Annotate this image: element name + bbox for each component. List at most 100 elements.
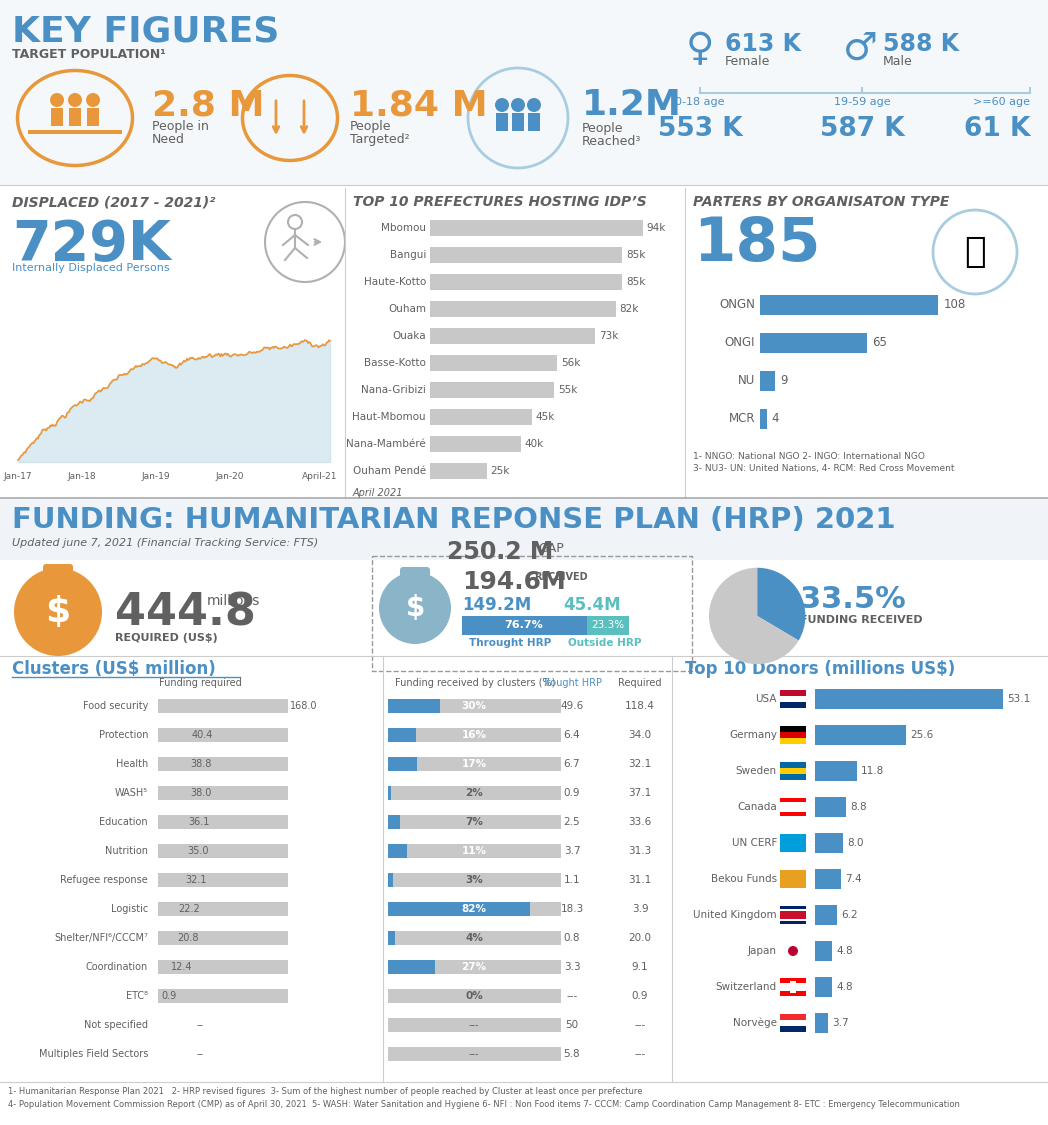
Circle shape <box>379 572 451 644</box>
FancyBboxPatch shape <box>69 108 81 126</box>
Text: Nana-Mambéré: Nana-Mambéré <box>346 439 425 449</box>
Text: 4- Population Movement Commission Report (CMP) as of April 30, 2021  5- WASH: Wa: 4- Population Movement Commission Report… <box>8 1100 960 1109</box>
Text: 7.4: 7.4 <box>846 874 861 884</box>
Text: 65: 65 <box>872 336 888 350</box>
Text: TARGET POPULATION¹: TARGET POPULATION¹ <box>12 48 166 61</box>
Text: 0%: 0% <box>465 991 483 1001</box>
Text: 82k: 82k <box>619 304 639 314</box>
FancyBboxPatch shape <box>780 906 806 924</box>
FancyBboxPatch shape <box>388 814 400 829</box>
Text: 108: 108 <box>943 298 965 312</box>
FancyBboxPatch shape <box>780 1020 806 1026</box>
Text: 1.2M: 1.2M <box>582 88 682 122</box>
Text: 32.1: 32.1 <box>629 759 652 770</box>
Text: Education: Education <box>100 817 148 827</box>
Text: Targeted²: Targeted² <box>350 133 410 146</box>
Text: Ouham Pendé: Ouham Pendé <box>353 466 425 476</box>
Text: Jan-18: Jan-18 <box>68 472 96 482</box>
FancyBboxPatch shape <box>158 873 182 886</box>
FancyBboxPatch shape <box>158 728 288 742</box>
FancyBboxPatch shape <box>780 798 806 816</box>
FancyBboxPatch shape <box>388 902 530 916</box>
Circle shape <box>68 93 82 107</box>
Text: 2%: 2% <box>465 788 483 798</box>
Text: 11%: 11% <box>461 846 486 856</box>
FancyBboxPatch shape <box>780 911 806 919</box>
FancyBboxPatch shape <box>388 728 561 742</box>
Text: 6.2: 6.2 <box>840 910 857 920</box>
Text: Haute-Kotto: Haute-Kotto <box>364 277 425 287</box>
Text: 3.3: 3.3 <box>564 962 581 972</box>
Text: Trought HRP: Trought HRP <box>542 678 602 688</box>
FancyBboxPatch shape <box>158 902 288 916</box>
Text: 2.5: 2.5 <box>564 817 581 827</box>
Text: UN CERF: UN CERF <box>732 838 777 848</box>
FancyBboxPatch shape <box>158 932 288 945</box>
Text: REQUIRED (US$): REQUIRED (US$) <box>115 633 218 643</box>
FancyBboxPatch shape <box>158 989 288 1004</box>
FancyBboxPatch shape <box>430 382 554 398</box>
Text: Ouaka: Ouaka <box>392 331 425 341</box>
Text: 25k: 25k <box>490 466 510 476</box>
Text: Jan-17: Jan-17 <box>4 472 32 482</box>
FancyBboxPatch shape <box>760 295 938 315</box>
FancyBboxPatch shape <box>780 1014 806 1032</box>
Circle shape <box>50 93 64 107</box>
FancyBboxPatch shape <box>780 802 806 812</box>
FancyBboxPatch shape <box>815 940 832 961</box>
FancyBboxPatch shape <box>430 356 556 371</box>
Text: ---: --- <box>634 1048 646 1059</box>
FancyBboxPatch shape <box>780 909 806 921</box>
FancyBboxPatch shape <box>815 832 844 853</box>
FancyBboxPatch shape <box>815 688 1003 709</box>
FancyBboxPatch shape <box>388 960 561 974</box>
FancyBboxPatch shape <box>388 728 416 742</box>
Text: Basse-Kotto: Basse-Kotto <box>364 358 425 368</box>
FancyBboxPatch shape <box>815 760 857 781</box>
FancyBboxPatch shape <box>780 1026 806 1032</box>
FancyBboxPatch shape <box>388 1018 561 1032</box>
FancyBboxPatch shape <box>780 690 806 708</box>
Text: 53.1: 53.1 <box>1007 694 1030 704</box>
Text: 19-59 age: 19-59 age <box>834 97 891 107</box>
Text: 94k: 94k <box>647 223 667 233</box>
Text: 31.3: 31.3 <box>629 846 652 856</box>
Text: Not specified: Not specified <box>84 1020 148 1030</box>
FancyBboxPatch shape <box>388 960 435 974</box>
Text: Canada: Canada <box>737 802 777 812</box>
Text: April-21: April-21 <box>302 472 337 482</box>
Text: Mbomou: Mbomou <box>381 223 425 233</box>
Text: Japan: Japan <box>748 946 777 956</box>
Text: 45k: 45k <box>536 412 555 422</box>
FancyBboxPatch shape <box>51 108 63 126</box>
Text: People in: People in <box>152 120 209 133</box>
FancyBboxPatch shape <box>430 248 623 263</box>
Text: --: -- <box>197 1048 203 1059</box>
FancyBboxPatch shape <box>87 108 99 126</box>
Text: 49.6: 49.6 <box>561 701 584 711</box>
Text: Logistic: Logistic <box>111 904 148 914</box>
Text: 2.8 M: 2.8 M <box>152 88 264 122</box>
FancyBboxPatch shape <box>388 873 393 886</box>
FancyBboxPatch shape <box>780 696 806 702</box>
Text: 33.6: 33.6 <box>629 817 652 827</box>
FancyBboxPatch shape <box>0 0 1048 184</box>
Text: 118.4: 118.4 <box>625 701 655 711</box>
Text: 🤝: 🤝 <box>964 235 986 269</box>
Text: 553 K: 553 K <box>658 116 742 142</box>
FancyBboxPatch shape <box>388 902 561 916</box>
Text: 18.3: 18.3 <box>561 904 584 914</box>
Text: Bangui: Bangui <box>390 250 425 260</box>
Circle shape <box>788 946 798 956</box>
Text: 8.0: 8.0 <box>848 838 864 848</box>
FancyBboxPatch shape <box>760 410 766 429</box>
Text: ONGI: ONGI <box>724 336 755 350</box>
Text: 6.7: 6.7 <box>564 759 581 770</box>
Text: Top 10 Donors (millions US$): Top 10 Donors (millions US$) <box>685 660 955 678</box>
Text: Throught HRP: Throught HRP <box>468 638 551 648</box>
FancyBboxPatch shape <box>430 328 595 344</box>
FancyBboxPatch shape <box>780 870 806 888</box>
Text: 76.7%: 76.7% <box>505 620 543 630</box>
Text: 23.3%: 23.3% <box>591 620 625 630</box>
Text: 149.2M: 149.2M <box>462 596 531 614</box>
